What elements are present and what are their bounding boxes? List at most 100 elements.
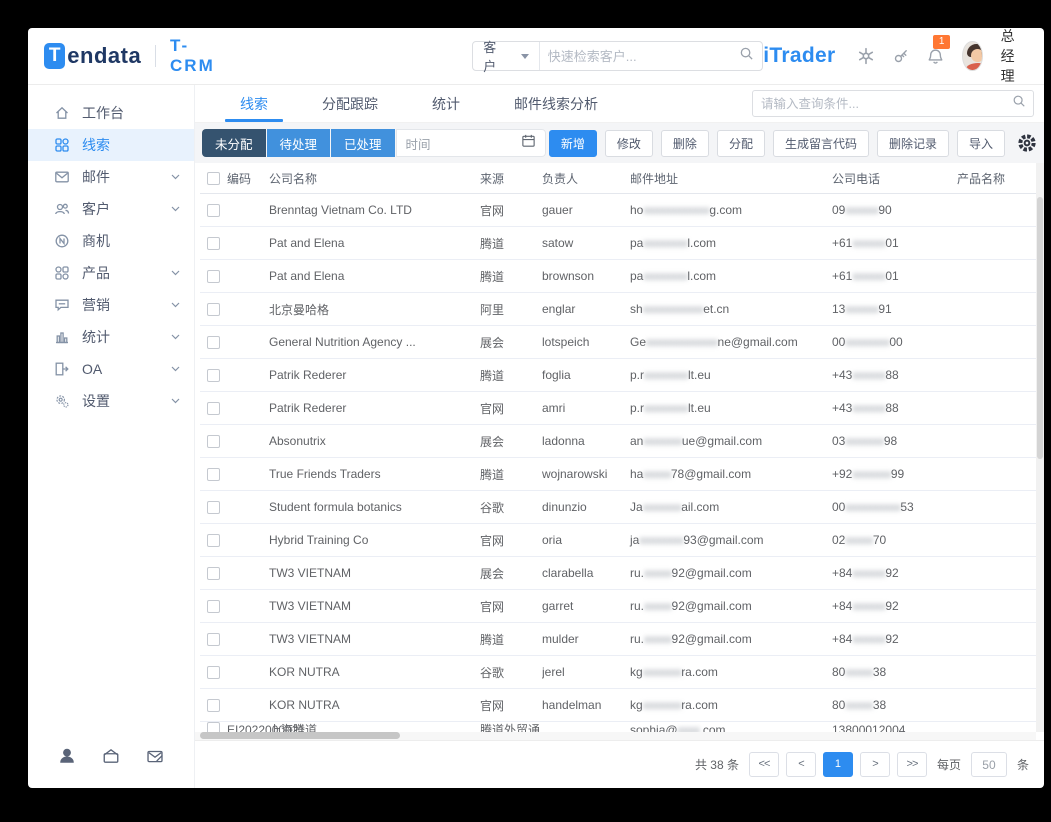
tendata-logo[interactable]: T endata T-CRM <box>44 36 222 76</box>
last-page-button[interactable]: >> <box>896 752 927 777</box>
col-company[interactable]: 公司名称 <box>269 171 318 186</box>
key-icon[interactable] <box>893 48 909 64</box>
sidebar-item-settings[interactable]: 设置 <box>28 385 194 417</box>
search-category-select[interactable]: 客户 <box>473 40 540 74</box>
filter-pending[interactable]: 待处理 <box>266 129 331 157</box>
row-checkbox[interactable] <box>207 500 220 514</box>
filter-toolbar: 未分配 待处理 已处理 时间 新增 修改 删除 分配 <box>195 123 1044 163</box>
product-grid-icon <box>55 266 69 280</box>
user-name[interactable]: 总经理 <box>1000 28 1015 84</box>
table-row[interactable]: Patrik Rederer 官网 amri p.rxxxxxxxxlt.eu … <box>200 392 1044 425</box>
table-row[interactable]: KOR NUTRA 官网 handelman kgxxxxxxxra.com 8… <box>200 689 1044 722</box>
row-checkbox[interactable] <box>207 434 220 448</box>
col-source[interactable]: 来源 <box>480 171 505 186</box>
table-row[interactable]: Pat and Elena 腾道 brownson paxxxxxxxxl.co… <box>200 260 1044 293</box>
date-filter[interactable]: 时间 <box>395 129 546 157</box>
row-checkbox[interactable] <box>207 467 220 481</box>
row-checkbox[interactable] <box>207 368 220 382</box>
col-code[interactable]: 编码 <box>227 171 252 186</box>
sidebar-item-oa[interactable]: OA <box>28 353 194 385</box>
row-checkbox[interactable] <box>207 566 220 580</box>
table-row[interactable]: TW3 VIETNAM 腾道 mulder ru.xxxxx92@gmail.c… <box>200 623 1044 656</box>
table-row[interactable]: Brenntag Vietnam Co. LTD 官网 gauer hoxxxx… <box>200 194 1044 227</box>
sidebar-item-opportunities[interactable]: 商机 <box>28 225 194 257</box>
leads-table: 编码 公司名称 来源 负责人 邮件地址 公司电话 产品名称 Brenntag V… <box>195 163 1044 740</box>
first-page-button[interactable]: << <box>748 752 779 777</box>
sidebar-item-workbench[interactable]: 工作台 <box>28 97 194 129</box>
generate-code-button[interactable]: 生成留言代码 <box>772 129 869 157</box>
cell-email: paxxxxxxxxl.com <box>630 269 717 283</box>
sidebar-item-statistics[interactable]: 统计 <box>28 321 194 353</box>
col-phone[interactable]: 公司电话 <box>832 171 881 186</box>
table-row[interactable]: TW3 VIETNAM 展会 clarabella ru.xxxxx92@gma… <box>200 557 1044 590</box>
table-row[interactable]: 北京曼哈格 阿里 englar shxxxxxxxxxxxet.cn 13xxx… <box>200 293 1044 326</box>
horizontal-scrollbar-thumb[interactable] <box>200 732 400 739</box>
column-settings-button[interactable] <box>1017 133 1037 153</box>
vertical-scrollbar-thumb[interactable] <box>1037 197 1043 459</box>
cell-code: EI2022000021 <box>227 723 306 732</box>
delete-button[interactable]: 删除 <box>660 129 709 157</box>
vertical-scrollbar[interactable] <box>1036 163 1044 732</box>
filter-unassigned[interactable]: 未分配 <box>202 129 266 157</box>
table-row[interactable]: Pat and Elena 腾道 satow paxxxxxxxxl.com +… <box>200 227 1044 260</box>
avatar[interactable] <box>962 41 983 71</box>
row-checkbox[interactable] <box>207 722 220 732</box>
table-row[interactable]: Student formula botanics 谷歌 dinunzio Jax… <box>200 491 1044 524</box>
table-row[interactable]: Hybrid Training Co 官网 oria jaxxxxxxxx93@… <box>200 524 1044 557</box>
query-input[interactable] <box>753 96 1012 111</box>
delete-records-button[interactable]: 删除记录 <box>876 129 949 157</box>
row-checkbox[interactable] <box>207 632 220 646</box>
sidebar-item-mail[interactable]: 邮件 <box>28 161 194 193</box>
table-row[interactable]: EI2022000021 上海腾道 腾道外贸通 sophia@xxxx.com … <box>200 722 1044 732</box>
compose-mail-icon[interactable] <box>146 747 164 770</box>
global-search-input[interactable] <box>539 48 740 64</box>
open-mail-icon[interactable] <box>102 747 120 770</box>
row-checkbox[interactable] <box>207 698 220 712</box>
cell-email: ru.xxxxx92@gmail.com <box>630 599 752 613</box>
cell-owner: englar <box>542 302 576 316</box>
tab-email-lead-analysis[interactable]: 邮件线索分析 <box>487 85 625 122</box>
assign-button[interactable]: 分配 <box>716 129 765 157</box>
add-button[interactable]: 新增 <box>548 129 597 157</box>
sidebar-item-marketing[interactable]: 营销 <box>28 289 194 321</box>
table-row[interactable]: Patrik Rederer 腾道 foglia p.rxxxxxxxxlt.e… <box>200 359 1044 392</box>
edit-button[interactable]: 修改 <box>604 129 653 157</box>
cell-owner: oria <box>542 533 563 547</box>
contact-user-icon[interactable] <box>58 747 76 770</box>
row-checkbox[interactable] <box>207 401 220 415</box>
sidebar-item-products[interactable]: 产品 <box>28 257 194 289</box>
row-checkbox[interactable] <box>207 269 220 283</box>
page-1-button[interactable]: 1 <box>822 752 853 777</box>
table-row[interactable]: True Friends Traders 腾道 wojnarowski haxx… <box>200 458 1044 491</box>
table-row[interactable]: TW3 VIETNAM 官网 garret ru.xxxxx92@gmail.c… <box>200 590 1044 623</box>
import-button[interactable]: 导入 <box>956 129 1005 157</box>
notification-bell[interactable]: 1 <box>927 34 951 65</box>
ai-swirl-icon[interactable] <box>857 47 875 65</box>
horizontal-scrollbar[interactable] <box>195 732 1036 740</box>
tab-statistics[interactable]: 统计 <box>405 85 487 122</box>
col-owner[interactable]: 负责人 <box>542 171 579 186</box>
mail-icon <box>55 171 69 183</box>
row-checkbox[interactable] <box>207 302 220 316</box>
sidebar-item-customers[interactable]: 客户 <box>28 193 194 225</box>
filter-processed[interactable]: 已处理 <box>331 129 395 157</box>
col-email[interactable]: 邮件地址 <box>630 171 679 186</box>
next-page-button[interactable]: > <box>859 752 890 777</box>
row-checkbox[interactable] <box>207 599 220 613</box>
per-page-input[interactable] <box>970 752 1007 777</box>
row-checkbox[interactable] <box>207 236 220 250</box>
prev-page-button[interactable]: < <box>785 752 816 777</box>
tab-leads[interactable]: 线索 <box>213 85 295 122</box>
row-checkbox[interactable] <box>207 665 220 679</box>
table-row[interactable]: KOR NUTRA 谷歌 jerel kgxxxxxxxra.com 80xxx… <box>200 656 1044 689</box>
row-checkbox[interactable] <box>207 335 220 349</box>
cell-company: TW3 VIETNAM <box>269 599 352 613</box>
sidebar-item-leads[interactable]: 线索 <box>28 129 194 161</box>
select-all-checkbox[interactable] <box>207 171 220 185</box>
row-checkbox[interactable] <box>207 533 220 547</box>
table-row[interactable]: Absonutrix 展会 ladonna anxxxxxxxue@gmail.… <box>200 425 1044 458</box>
row-checkbox[interactable] <box>207 203 220 217</box>
table-row[interactable]: General Nutrition Agency ... 展会 lotspeic… <box>200 326 1044 359</box>
tab-assignment-tracking[interactable]: 分配跟踪 <box>295 85 405 122</box>
col-product[interactable]: 产品名称 <box>957 171 1006 186</box>
